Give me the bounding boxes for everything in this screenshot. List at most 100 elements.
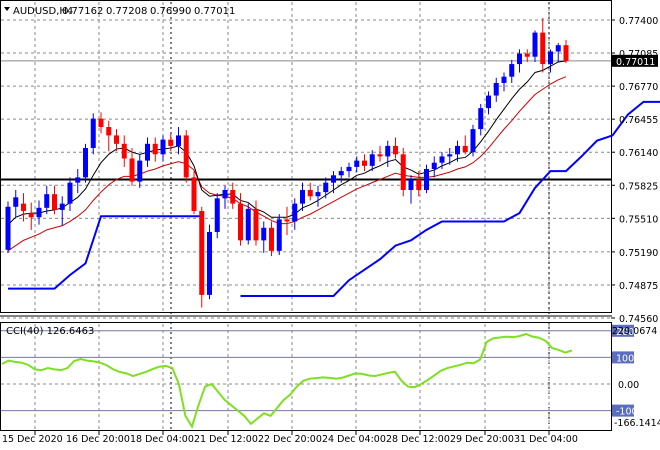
candle[interactable] <box>400 148 406 197</box>
candle[interactable] <box>21 193 26 222</box>
candles[interactable] <box>5 17 569 308</box>
candle-body <box>245 208 251 241</box>
candle[interactable] <box>478 103 484 136</box>
candle[interactable] <box>83 143 88 183</box>
candle[interactable] <box>416 171 422 197</box>
channel-segment <box>8 215 202 290</box>
candle[interactable] <box>160 135 166 162</box>
candle[interactable] <box>114 129 119 152</box>
candle[interactable] <box>253 200 259 246</box>
candle[interactable] <box>369 150 375 172</box>
candle[interactable] <box>501 72 507 92</box>
cci-min-label: -166.1414 <box>614 418 660 429</box>
candle[interactable] <box>230 182 236 209</box>
candle[interactable] <box>307 182 313 201</box>
candle[interactable] <box>517 49 522 73</box>
candle[interactable] <box>214 193 220 239</box>
candle[interactable] <box>28 202 34 230</box>
candle[interactable] <box>292 198 298 230</box>
candle[interactable] <box>315 185 321 207</box>
candle[interactable] <box>377 145 383 162</box>
candle[interactable] <box>354 156 360 173</box>
candle-body <box>199 210 205 295</box>
candle-body <box>176 135 181 146</box>
candle[interactable] <box>563 39 569 64</box>
candle[interactable] <box>346 162 352 178</box>
candle[interactable] <box>98 112 104 134</box>
cci-panel[interactable] <box>0 322 612 431</box>
candle[interactable] <box>532 30 538 62</box>
candle[interactable] <box>207 224 212 300</box>
candle[interactable] <box>152 137 158 162</box>
candle[interactable] <box>176 127 181 155</box>
candle[interactable] <box>393 137 398 159</box>
candle[interactable] <box>424 164 429 194</box>
candle-body <box>36 207 42 218</box>
candle[interactable] <box>191 171 197 215</box>
candle[interactable] <box>261 221 267 253</box>
candle[interactable] <box>331 171 336 194</box>
candle[interactable] <box>338 166 344 183</box>
cci-axis[interactable]: 200 100 0.00 -100 <box>612 324 639 418</box>
candle[interactable] <box>408 175 414 204</box>
candle[interactable] <box>323 177 329 199</box>
candle[interactable] <box>276 214 282 256</box>
candle[interactable] <box>455 140 460 162</box>
candle[interactable] <box>548 49 553 73</box>
candle[interactable] <box>431 156 437 178</box>
candle[interactable] <box>222 185 228 209</box>
cci-line <box>1 332 573 429</box>
candle[interactable] <box>121 135 127 167</box>
candle-body <box>114 135 119 144</box>
candle[interactable] <box>269 221 274 257</box>
candle-body <box>486 95 491 109</box>
candle[interactable] <box>245 203 251 245</box>
candle[interactable] <box>199 206 205 308</box>
candle[interactable] <box>90 113 96 155</box>
candle[interactable] <box>493 77 499 102</box>
candle[interactable] <box>524 49 530 62</box>
candle[interactable] <box>183 130 189 183</box>
time-tick-label: 29 Dec 20:00 <box>450 434 514 445</box>
candle[interactable] <box>385 140 391 167</box>
time-tick-label: 28 Dec 12:00 <box>386 434 450 445</box>
candle-body <box>509 64 515 77</box>
candle[interactable] <box>447 148 453 165</box>
candle[interactable] <box>52 185 57 215</box>
candle-body <box>548 51 553 65</box>
candle[interactable] <box>75 169 81 194</box>
candle-body <box>90 118 96 149</box>
candle-body <box>5 206 11 250</box>
candle[interactable] <box>300 182 305 211</box>
price-panel[interactable] <box>0 0 612 313</box>
candle-body <box>400 154 406 190</box>
candle[interactable] <box>362 154 367 172</box>
time-axis[interactable]: 15 Dec 2020 16 Dec 20:00 18 Dec 04:00 21 De… <box>2 431 578 445</box>
header-symbol: AUDUSD,H4 <box>13 6 73 17</box>
candle[interactable] <box>540 17 546 73</box>
candle[interactable] <box>13 189 19 218</box>
candle[interactable] <box>238 193 243 246</box>
candle[interactable] <box>36 200 42 225</box>
candle[interactable] <box>44 185 50 215</box>
dropdown-triangle-icon[interactable] <box>4 7 10 11</box>
candle[interactable] <box>486 91 491 115</box>
candle[interactable] <box>555 43 561 62</box>
candle[interactable] <box>284 206 290 236</box>
price-axis[interactable]: 0.77400 0.77085 0.76770 0.76455 0.76140 0.758… <box>611 16 658 325</box>
candle[interactable] <box>145 137 150 167</box>
candle[interactable] <box>439 152 445 169</box>
candle[interactable] <box>470 124 476 157</box>
candle[interactable] <box>462 135 468 155</box>
cci-level-label: -100 <box>616 407 638 418</box>
candle[interactable] <box>59 196 65 226</box>
candle[interactable] <box>509 59 515 83</box>
candle[interactable] <box>106 120 112 152</box>
candle[interactable] <box>67 177 73 211</box>
candle[interactable] <box>129 148 135 186</box>
candle-body <box>214 198 220 232</box>
candle[interactable] <box>5 201 11 253</box>
candle[interactable] <box>168 133 174 152</box>
candle[interactable] <box>137 154 143 188</box>
